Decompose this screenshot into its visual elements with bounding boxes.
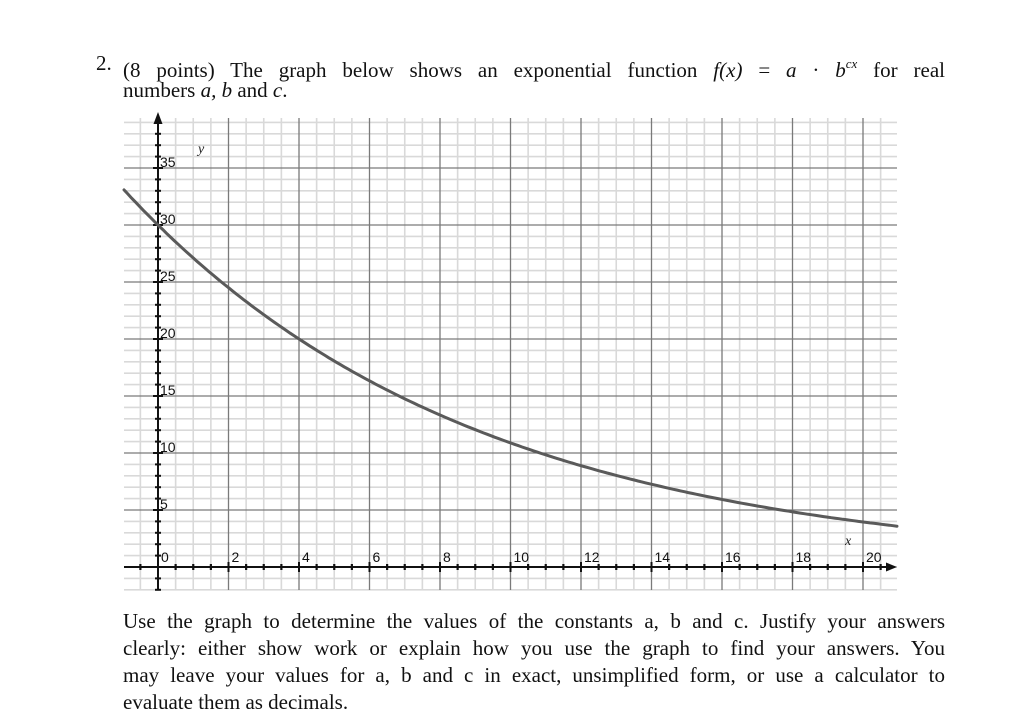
y-tick-label: 30 (160, 211, 176, 227)
instructions-line: Use the graph to determine the values of… (123, 609, 945, 633)
y-tick-label: 10 (160, 439, 176, 455)
x-tick-label: 6 (373, 549, 381, 565)
exponential-curve (122, 188, 899, 528)
problem-line-1: (8 points) The graph below shows an expo… (123, 50, 945, 84)
tick-labels: 0 2 4 6 8 10 12 14 16 18 20 5 10 15 20 25 30 35 (160, 154, 882, 565)
problem-number: 2. (96, 51, 112, 75)
x-tick-label: 10 (514, 549, 530, 565)
intro-text: (8 points) The graph below shows an expo… (123, 58, 714, 82)
y-axis-label: y (196, 142, 205, 157)
y-tick-label: 15 (160, 382, 176, 398)
y-tick-label: 35 (160, 154, 176, 170)
instructions-paragraph: Use the graph to determine the values of… (123, 608, 945, 716)
y-tick-label: 25 (160, 268, 176, 284)
x-tick-label: 12 (584, 549, 600, 565)
x-tick-label: 8 (443, 549, 451, 565)
x-tick-label: 18 (796, 549, 812, 565)
var-c: c (272, 78, 283, 102)
var-a: a (786, 58, 797, 82)
dot-operator: · (796, 58, 836, 82)
line2-period: . (282, 78, 288, 102)
instructions-line: evaluate them as decimals. (123, 690, 349, 714)
line2-prefix: numbers (123, 78, 201, 102)
instructions-line: may leave your values for a, b and c in … (123, 663, 945, 687)
x-tick-label: 20 (866, 549, 882, 565)
equals-sign: = (742, 58, 787, 82)
x-tick-label: 16 (725, 549, 741, 565)
exponent-cx: cx (845, 56, 858, 71)
x-tick-label: 14 (655, 549, 671, 565)
var-b: b (835, 58, 846, 82)
line2-and: and (232, 78, 273, 102)
vars-a-b: a, b (200, 78, 233, 102)
problem-line-2: numbers a, b and c. (123, 77, 287, 104)
x-axis-label: x (844, 534, 852, 549)
function-name: f(x) (713, 58, 743, 82)
major-grid (124, 118, 897, 590)
x-tick-label: 4 (302, 549, 310, 565)
intro-text-end: for real (857, 58, 945, 82)
x-tick-label: 0 (161, 549, 169, 565)
y-tick-label: 5 (160, 496, 168, 512)
x-tick-label: 2 (232, 549, 240, 565)
instructions-line: clearly: either show work or explain how… (123, 636, 945, 660)
y-tick-label: 20 (160, 325, 176, 341)
axis-ticks (139, 132, 882, 591)
